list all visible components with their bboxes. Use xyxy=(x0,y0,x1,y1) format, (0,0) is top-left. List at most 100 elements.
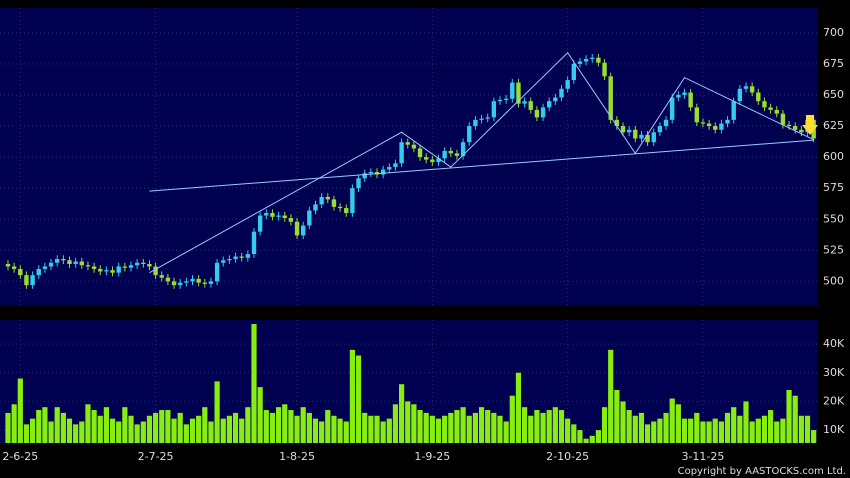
volume-bar xyxy=(103,407,109,443)
volume-bar xyxy=(140,421,146,443)
price-panel xyxy=(0,8,818,305)
candle-body xyxy=(251,231,257,255)
x-tick-label: 2-6-25 xyxy=(2,450,38,463)
candle-body xyxy=(663,119,669,127)
y-tick-label: 575 xyxy=(823,181,844,194)
volume-bar xyxy=(429,415,435,443)
candle-body xyxy=(670,97,675,120)
volume-bar xyxy=(60,412,66,443)
candle-body xyxy=(590,57,595,59)
volume-bar xyxy=(177,412,183,443)
volume-bar xyxy=(226,415,232,443)
candle-body xyxy=(553,97,558,102)
candle-body xyxy=(104,270,109,272)
volume-bar xyxy=(755,418,761,443)
candle-body xyxy=(5,263,11,267)
volume-bar xyxy=(417,410,423,443)
volume-tick-label: 10K xyxy=(823,423,845,436)
candle-body xyxy=(737,88,743,102)
volume-tick-label: 20K xyxy=(823,394,845,407)
candle-body xyxy=(313,204,318,211)
candle-body xyxy=(645,134,650,143)
volume-bar xyxy=(116,421,122,443)
volume-bar xyxy=(269,412,276,443)
x-tick-label: 2-7-25 xyxy=(138,450,174,463)
volume-bar xyxy=(214,381,220,443)
candle-body xyxy=(159,275,164,278)
candle-body xyxy=(190,278,195,282)
candle-body xyxy=(503,98,509,100)
volume-bar xyxy=(374,415,380,443)
volume-bar xyxy=(220,418,226,443)
volume-bar xyxy=(306,412,312,443)
candle-body xyxy=(11,266,17,269)
candle-body xyxy=(516,82,521,104)
volume-bar xyxy=(36,410,42,443)
candle-body xyxy=(356,178,361,189)
candle-body xyxy=(743,86,749,89)
volume-bar xyxy=(466,415,472,443)
candle-body xyxy=(288,218,294,222)
candle-body xyxy=(657,126,663,133)
candle-body xyxy=(756,92,761,102)
y-tick-label: 600 xyxy=(823,150,844,163)
volume-bar xyxy=(546,410,552,443)
volume-bar xyxy=(165,410,171,443)
volume-bar xyxy=(128,415,134,443)
candle-body xyxy=(411,144,417,149)
volume-bar xyxy=(257,387,263,443)
volume-bar xyxy=(54,407,60,443)
volume-bar xyxy=(491,412,497,443)
candle-body xyxy=(387,167,392,170)
volume-bar xyxy=(522,407,528,443)
candle-body xyxy=(694,107,699,123)
candle-body xyxy=(368,172,374,174)
candle-body xyxy=(344,208,349,214)
volume-bar xyxy=(442,415,448,443)
volume-bar xyxy=(159,410,165,443)
candle-body xyxy=(725,119,730,124)
candle-body xyxy=(460,142,466,156)
volume-bar xyxy=(79,421,85,443)
candle-body xyxy=(67,260,72,264)
candle-body xyxy=(128,265,134,268)
volume-bar xyxy=(811,430,817,443)
candle-body xyxy=(214,262,220,282)
volume-bar xyxy=(134,424,140,443)
candle-body xyxy=(497,99,503,102)
volume-bar xyxy=(171,418,177,443)
volume-bar xyxy=(540,412,546,443)
candle-body xyxy=(626,129,632,133)
volume-bar xyxy=(626,410,632,443)
candle-body xyxy=(583,58,589,62)
y-tick-label: 625 xyxy=(823,119,844,132)
candle-body xyxy=(614,119,620,127)
volume-bar xyxy=(312,418,319,443)
candle-body xyxy=(245,254,251,258)
volume-bar xyxy=(724,412,731,443)
volume-bar xyxy=(288,410,294,443)
candle-body xyxy=(79,261,84,266)
candle-body xyxy=(571,63,576,81)
candle-body xyxy=(780,113,786,125)
volume-bar xyxy=(718,421,724,443)
candle-body xyxy=(448,150,453,154)
volume-bar xyxy=(731,407,737,443)
candle-body xyxy=(239,256,244,258)
candle-body xyxy=(122,266,128,268)
volume-bar xyxy=(343,421,349,443)
candle-body xyxy=(208,281,214,284)
volume-bar xyxy=(515,372,522,443)
candle-body xyxy=(134,262,140,266)
volume-bar xyxy=(583,438,589,443)
volume-bar xyxy=(651,421,657,443)
candle-body xyxy=(602,62,607,77)
volume-bar xyxy=(362,412,368,443)
volume-bar xyxy=(774,421,780,443)
candle-body xyxy=(424,157,429,160)
x-tick-label: 1-9-25 xyxy=(414,450,450,463)
candle-body xyxy=(153,266,158,276)
volume-bar xyxy=(42,407,48,443)
candle-body xyxy=(380,169,386,175)
volume-bar xyxy=(712,418,718,443)
